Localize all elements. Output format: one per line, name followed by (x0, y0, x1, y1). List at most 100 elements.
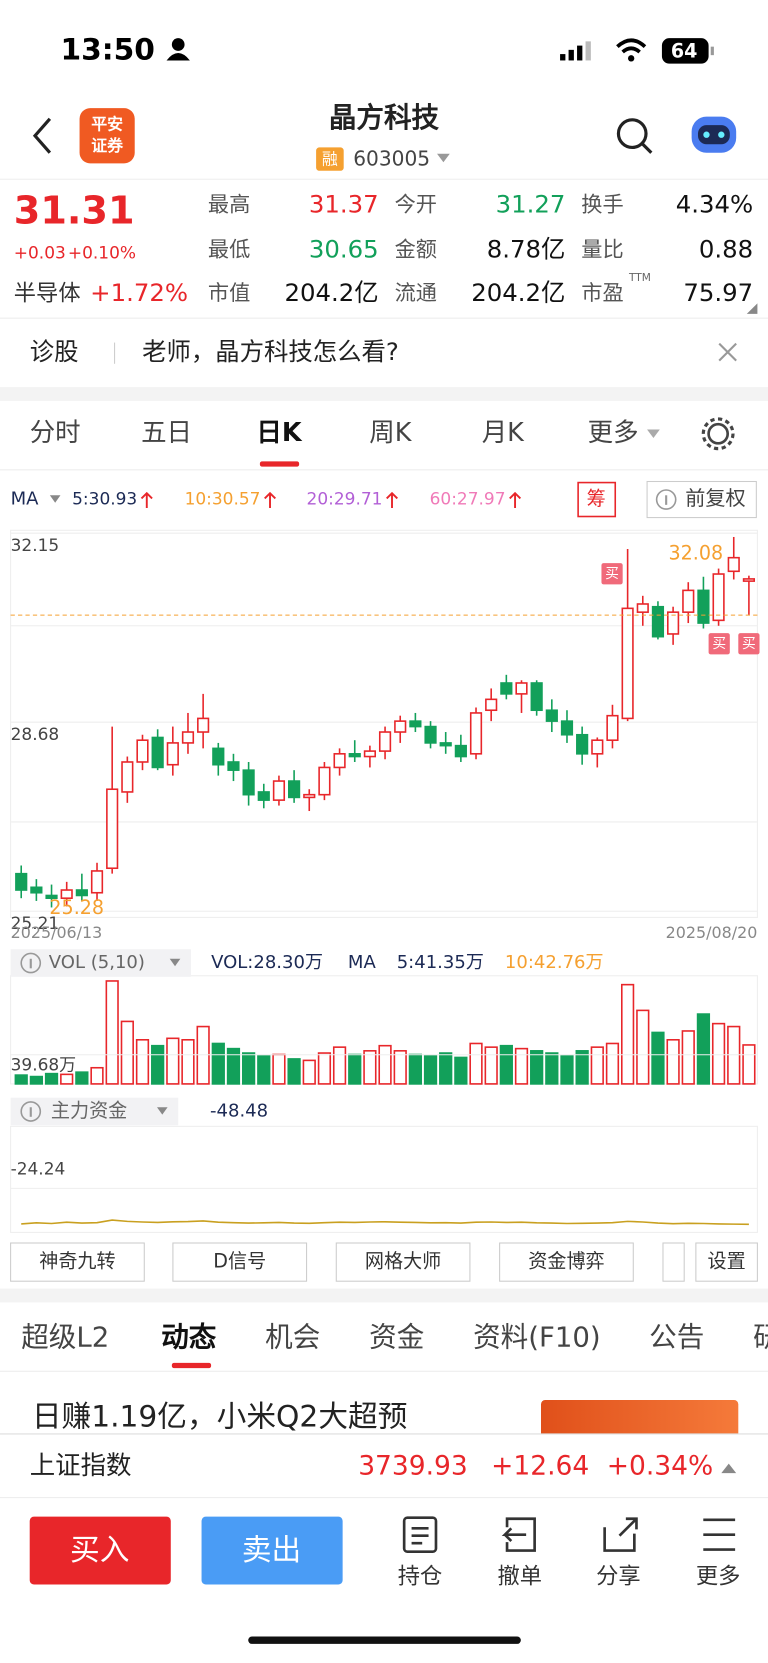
period-tab[interactable]: 分时 (30, 418, 81, 448)
dropdown-arrow[interactable] (49, 495, 61, 503)
buy-button[interactable] (29, 1516, 171, 1585)
adjust-button[interactable] (646, 480, 757, 519)
fund-flow: -24.24 (11, 1159, 758, 1226)
volume-bar (408, 1053, 423, 1085)
tool-button[interactable] (335, 1242, 471, 1282)
period-tab[interactable]: 五日 (141, 418, 192, 448)
y-tick-label: 39.68万 (11, 1055, 77, 1075)
pe-superscript: TTM (628, 272, 651, 284)
vol-ma-label: MA (348, 952, 377, 973)
volume-bar (711, 1022, 726, 1085)
volume-bar (514, 1047, 529, 1085)
candle-body (166, 742, 179, 766)
settings-button[interactable] (707, 422, 730, 445)
volume-bar (211, 1042, 225, 1085)
volume-bar (272, 1053, 286, 1085)
search-button[interactable] (616, 118, 648, 150)
dropdown-arrow[interactable] (437, 153, 450, 163)
candle-body (591, 739, 604, 755)
period-tab[interactable]: 月K (482, 418, 525, 448)
info-tab[interactable]: 机会 (265, 1320, 320, 1353)
candle-body (439, 742, 452, 747)
stat-value: 0.88 (699, 234, 753, 263)
candle-body (333, 753, 346, 769)
period-tab[interactable]: 更多 (588, 418, 639, 448)
expand-corner[interactable] (746, 303, 758, 314)
tool-button[interactable] (10, 1242, 145, 1282)
status-time: 13:50 (60, 32, 155, 67)
candle-body (348, 753, 361, 758)
low-label: 25.28 (49, 896, 104, 919)
high-label: 32.08 (669, 541, 724, 564)
candle-body (560, 720, 574, 736)
volume-bar (29, 1075, 44, 1085)
fund-legend: 主力资金 (51, 1099, 127, 1122)
home-indicator (248, 1636, 521, 1644)
stat-value: 31.27 (496, 190, 566, 219)
volume-bar (620, 983, 635, 1085)
sector-name: 半导体 (14, 280, 81, 306)
buy-marker-text: 买 (742, 636, 756, 652)
close-button[interactable] (718, 342, 737, 362)
tab-indicator (171, 1362, 212, 1369)
settings-tool[interactable] (695, 1242, 758, 1282)
tab-indicator (259, 461, 300, 467)
chip-button[interactable] (577, 481, 617, 518)
stock-name: 晶方科技 (329, 101, 440, 134)
diagnose-label[interactable]: 诊股 (30, 337, 79, 366)
news-headline[interactable]: 日赚1.19亿，小米Q2大超预 (32, 1400, 408, 1435)
tool-button-clipped[interactable] (662, 1242, 685, 1282)
info-tab[interactable]: 超级L2 (21, 1320, 109, 1353)
index-name: 上证指数 (30, 1451, 132, 1481)
action-label[interactable]: 撤单 (498, 1564, 543, 1590)
period-tab[interactable]: 日K (256, 418, 302, 448)
up-arrow (386, 491, 398, 509)
tool-button[interactable] (172, 1242, 308, 1282)
candle-body (212, 747, 225, 766)
back-button[interactable] (32, 117, 52, 154)
ask-question[interactable]: 老师，晶方科技怎么看? (142, 337, 399, 366)
action-label[interactable]: 分享 (596, 1564, 641, 1590)
volume-bar (454, 1056, 468, 1085)
fund-line (21, 1219, 749, 1226)
volume-bar (241, 1052, 256, 1085)
index-change: +12.64 (491, 1450, 589, 1481)
action-label[interactable]: 更多 (696, 1564, 741, 1590)
candle-body (606, 714, 619, 741)
period-tab[interactable]: 周K (369, 418, 412, 448)
action-label[interactable]: 持仓 (398, 1564, 443, 1590)
chip-button-text: 筹 (587, 487, 606, 510)
volume-bar (120, 1020, 134, 1085)
stat-label: 最高 (208, 193, 250, 218)
candle-body (621, 607, 634, 720)
stat-label: 流通 (395, 281, 437, 306)
section-gap (0, 1288, 768, 1303)
tool-button[interactable] (499, 1242, 634, 1282)
index-bar[interactable] (0, 1433, 768, 1498)
fund-selector[interactable] (10, 1097, 179, 1126)
candle-body (90, 870, 104, 894)
info-tab[interactable]: 研 (753, 1320, 768, 1353)
volume-bar (44, 1072, 59, 1085)
info-tab[interactable]: 资料(F10) (473, 1320, 601, 1353)
news-image[interactable] (540, 1399, 739, 1443)
info-tab[interactable]: 动态 (161, 1320, 217, 1353)
candle-body (227, 761, 240, 771)
sell-button[interactable] (201, 1516, 343, 1585)
battery-icon (710, 46, 714, 56)
volume-bar (636, 1009, 650, 1085)
volume-bar (257, 1055, 271, 1085)
settings-button (701, 417, 735, 451)
info-tab[interactable]: 资金 (369, 1320, 424, 1353)
dropdown-arrow (169, 958, 181, 967)
expand-arrow[interactable] (721, 1463, 737, 1474)
info-tab[interactable]: 公告 (649, 1320, 704, 1353)
candle-body (15, 872, 28, 891)
tool-label: D信号 (213, 1250, 266, 1273)
candle-body (318, 766, 331, 796)
battery-icon (661, 38, 709, 64)
volume-bar (469, 1042, 483, 1085)
volume-bar (287, 1058, 301, 1085)
candle-body (378, 731, 392, 752)
